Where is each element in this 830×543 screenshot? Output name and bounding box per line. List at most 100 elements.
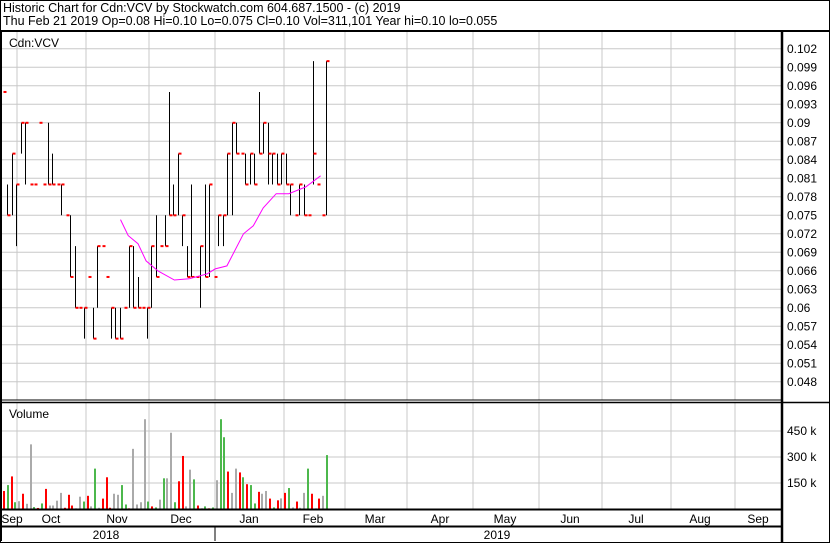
close-tick — [75, 306, 79, 309]
volume-bar — [56, 500, 58, 509]
close-tick — [200, 245, 204, 248]
price-panel-label: Cdn:VCV — [9, 36, 59, 50]
close-tick — [129, 245, 133, 248]
close-tick — [39, 121, 43, 124]
close-tick — [142, 306, 146, 309]
volume-bar — [87, 495, 89, 509]
volume-bar — [269, 498, 271, 509]
volume-bar — [254, 503, 256, 509]
close-tick — [84, 306, 88, 309]
quote-summary: Thu Feb 21 2019 Op=0.08 Hi=0.10 Lo=0.075… — [3, 14, 498, 28]
close-tick — [93, 337, 97, 340]
volume-bar — [22, 493, 24, 509]
volume-bar — [113, 493, 115, 509]
volume-bar — [140, 502, 142, 509]
year-label: 2019 — [484, 528, 511, 542]
close-tick — [70, 275, 74, 278]
volume-bar — [299, 507, 301, 509]
volume-bar — [136, 504, 138, 509]
close-tick — [281, 152, 285, 155]
volume-bar — [220, 419, 222, 509]
volume-bar — [60, 492, 62, 509]
volume-bar — [250, 485, 252, 509]
volume-bar — [292, 507, 294, 509]
close-tick — [25, 121, 29, 124]
close-tick — [79, 306, 83, 309]
price-tick-label: 0.093 — [787, 97, 817, 111]
volume-bar — [242, 477, 244, 509]
price-tick-label: 0.102 — [787, 42, 817, 56]
close-tick — [245, 183, 249, 186]
close-tick — [187, 275, 191, 278]
close-tick — [218, 214, 222, 217]
volume-bar — [132, 448, 134, 509]
close-tick — [191, 275, 195, 278]
price-tick-label: 0.087 — [787, 134, 817, 148]
volume-bar — [125, 504, 127, 509]
volume-bar — [182, 455, 184, 509]
volume-bar — [33, 507, 35, 509]
close-tick — [151, 245, 155, 248]
close-tick — [156, 275, 160, 278]
volume-bar — [90, 506, 92, 509]
volume-bar — [193, 479, 195, 509]
month-label: Jul — [628, 512, 643, 526]
volume-bar — [109, 507, 111, 509]
close-tick — [124, 306, 128, 309]
volume-bar — [121, 485, 123, 509]
volume-bar — [296, 501, 298, 509]
volume-bar — [322, 495, 324, 509]
price-tick-label: 0.096 — [787, 79, 817, 93]
month-label: Apr — [431, 512, 450, 526]
close-tick — [43, 183, 47, 186]
close-tick — [299, 183, 303, 186]
close-tick — [97, 245, 101, 248]
volume-bar — [45, 488, 47, 509]
close-tick — [3, 90, 7, 93]
close-tick — [7, 214, 11, 217]
price-tick-label: 0.06 — [787, 301, 811, 315]
volume-bar — [71, 505, 73, 509]
volume-bar — [239, 472, 241, 509]
volume-bar — [273, 507, 275, 509]
volume-bar — [37, 507, 39, 509]
close-tick — [115, 337, 119, 340]
volume-bar — [204, 506, 206, 509]
volume-bar — [7, 485, 9, 509]
volume-bar — [68, 494, 70, 509]
close-tick — [102, 245, 106, 248]
price-tick-label: 0.084 — [787, 153, 817, 167]
volume-bar — [261, 493, 263, 509]
volume-bar — [166, 478, 168, 509]
price-tick-label: 0.054 — [787, 338, 817, 352]
close-tick — [295, 214, 299, 217]
close-tick — [120, 337, 124, 340]
close-tick — [57, 183, 61, 186]
close-tick — [277, 183, 281, 186]
close-tick — [259, 152, 263, 155]
close-tick — [241, 152, 245, 155]
close-tick — [308, 214, 312, 217]
close-tick — [66, 214, 70, 217]
close-tick — [52, 183, 56, 186]
volume-bar — [79, 496, 81, 509]
volume-bar — [117, 494, 119, 509]
price-bars — [3, 60, 330, 340]
close-tick — [232, 121, 236, 124]
month-label: Sep — [1, 512, 23, 526]
volume-bar — [170, 432, 172, 509]
volume-bar — [144, 419, 146, 509]
volume-bar — [174, 502, 176, 509]
volume-bar — [102, 498, 104, 509]
month-label: Aug — [689, 512, 710, 526]
axes: 0.102 0.099 0.096 0.093 0.09 0.087 0.084 0.081 0… — [0, 30, 830, 543]
volume-bar — [227, 471, 229, 509]
year-label: 2018 — [93, 528, 120, 542]
close-tick — [178, 152, 182, 155]
close-tick — [304, 214, 308, 217]
month-label: Nov — [106, 512, 127, 526]
volume-bar — [265, 490, 267, 509]
close-tick — [272, 152, 276, 155]
volume-bar — [197, 505, 199, 509]
